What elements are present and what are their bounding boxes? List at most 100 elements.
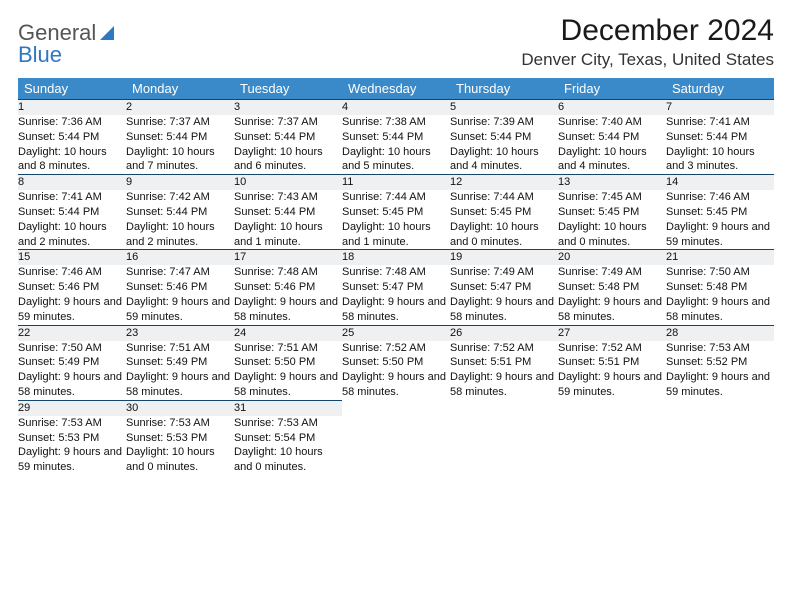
day-number: 31	[234, 400, 342, 415]
sunset-text: Sunset: 5:47 PM	[450, 281, 531, 293]
day-number: 16	[126, 250, 234, 265]
sunrise-text: Sunrise: 7:53 AM	[234, 417, 318, 429]
day-header: Wednesday	[342, 78, 450, 100]
sunset-text: Sunset: 5:44 PM	[558, 131, 639, 143]
day-cell: Sunrise: 7:40 AMSunset: 5:44 PMDaylight:…	[558, 115, 666, 175]
day-number	[450, 400, 558, 415]
day-number-row: 15161718192021	[18, 250, 774, 265]
daylight-text: Daylight: 10 hours and 4 minutes.	[450, 146, 539, 173]
day-number: 14	[666, 175, 774, 190]
day-content-row: Sunrise: 7:36 AMSunset: 5:44 PMDaylight:…	[18, 115, 774, 175]
day-cell: Sunrise: 7:41 AMSunset: 5:44 PMDaylight:…	[666, 115, 774, 175]
day-cell: Sunrise: 7:53 AMSunset: 5:54 PMDaylight:…	[234, 416, 342, 475]
day-cell: Sunrise: 7:36 AMSunset: 5:44 PMDaylight:…	[18, 115, 126, 175]
day-cell: Sunrise: 7:46 AMSunset: 5:46 PMDaylight:…	[18, 265, 126, 325]
sunset-text: Sunset: 5:53 PM	[126, 432, 207, 444]
header: General December 2024 Denver City, Texas…	[18, 14, 774, 70]
sunrise-text: Sunrise: 7:50 AM	[666, 266, 750, 278]
day-cell: Sunrise: 7:51 AMSunset: 5:50 PMDaylight:…	[234, 341, 342, 401]
daylight-text: Daylight: 9 hours and 58 minutes.	[450, 371, 554, 398]
day-number: 8	[18, 175, 126, 190]
day-cell: Sunrise: 7:39 AMSunset: 5:44 PMDaylight:…	[450, 115, 558, 175]
day-number: 4	[342, 100, 450, 115]
sunrise-text: Sunrise: 7:52 AM	[450, 342, 534, 354]
day-cell: Sunrise: 7:38 AMSunset: 5:44 PMDaylight:…	[342, 115, 450, 175]
sunrise-text: Sunrise: 7:52 AM	[558, 342, 642, 354]
sunrise-text: Sunrise: 7:41 AM	[18, 191, 102, 203]
day-number-row: 293031	[18, 400, 774, 415]
day-number: 23	[126, 325, 234, 340]
daylight-text: Daylight: 9 hours and 58 minutes.	[342, 296, 446, 323]
day-content-row: Sunrise: 7:50 AMSunset: 5:49 PMDaylight:…	[18, 341, 774, 401]
sunset-text: Sunset: 5:52 PM	[666, 356, 747, 368]
sunset-text: Sunset: 5:49 PM	[126, 356, 207, 368]
day-cell: Sunrise: 7:53 AMSunset: 5:53 PMDaylight:…	[18, 416, 126, 475]
sunset-text: Sunset: 5:50 PM	[342, 356, 423, 368]
day-cell: Sunrise: 7:41 AMSunset: 5:44 PMDaylight:…	[18, 190, 126, 250]
sunrise-text: Sunrise: 7:37 AM	[234, 116, 318, 128]
sunrise-text: Sunrise: 7:44 AM	[450, 191, 534, 203]
day-number-row: 22232425262728	[18, 325, 774, 340]
daylight-text: Daylight: 10 hours and 8 minutes.	[18, 146, 107, 173]
daylight-text: Daylight: 10 hours and 3 minutes.	[666, 146, 755, 173]
day-number: 30	[126, 400, 234, 415]
day-number	[666, 400, 774, 415]
day-cell: Sunrise: 7:49 AMSunset: 5:47 PMDaylight:…	[450, 265, 558, 325]
day-number: 29	[18, 400, 126, 415]
day-cell: Sunrise: 7:47 AMSunset: 5:46 PMDaylight:…	[126, 265, 234, 325]
sunrise-text: Sunrise: 7:49 AM	[450, 266, 534, 278]
day-number: 19	[450, 250, 558, 265]
sunrise-text: Sunrise: 7:46 AM	[18, 266, 102, 278]
daylight-text: Daylight: 9 hours and 58 minutes.	[558, 296, 662, 323]
sunset-text: Sunset: 5:48 PM	[558, 281, 639, 293]
sunrise-text: Sunrise: 7:45 AM	[558, 191, 642, 203]
daylight-text: Daylight: 10 hours and 1 minute.	[342, 221, 431, 248]
sunset-text: Sunset: 5:44 PM	[126, 131, 207, 143]
daylight-text: Daylight: 10 hours and 0 minutes.	[450, 221, 539, 248]
day-number: 25	[342, 325, 450, 340]
day-cell: Sunrise: 7:52 AMSunset: 5:51 PMDaylight:…	[450, 341, 558, 401]
day-number: 15	[18, 250, 126, 265]
day-cell: Sunrise: 7:50 AMSunset: 5:49 PMDaylight:…	[18, 341, 126, 401]
sunset-text: Sunset: 5:50 PM	[234, 356, 315, 368]
logo-text-2: Blue	[18, 42, 62, 67]
sunrise-text: Sunrise: 7:48 AM	[234, 266, 318, 278]
day-cell: Sunrise: 7:53 AMSunset: 5:52 PMDaylight:…	[666, 341, 774, 401]
day-cell: Sunrise: 7:52 AMSunset: 5:50 PMDaylight:…	[342, 341, 450, 401]
sunset-text: Sunset: 5:44 PM	[234, 206, 315, 218]
day-number: 1	[18, 100, 126, 115]
day-number: 10	[234, 175, 342, 190]
day-cell: Sunrise: 7:51 AM Sunset: 5:49 PM Daylight:…	[126, 341, 234, 401]
sunset-text: Sunset: 5:48 PM	[666, 281, 747, 293]
daylight-text: Daylight: 9 hours and 58 minutes.	[126, 371, 230, 398]
day-number: 5	[450, 100, 558, 115]
day-number: 18	[342, 250, 450, 265]
day-header-row: Sunday Monday Tuesday Wednesday Thursday…	[18, 78, 774, 100]
sunrise-text: Sunrise: 7:38 AM	[342, 116, 426, 128]
day-number: 6	[558, 100, 666, 115]
sunset-text: Sunset: 5:46 PM	[126, 281, 207, 293]
sunrise-text: Sunrise: 7:51 AM	[126, 342, 210, 354]
day-number: 9	[126, 175, 234, 190]
daylight-text: Daylight: 10 hours and 2 minutes.	[126, 221, 215, 248]
sunset-text: Sunset: 5:45 PM	[450, 206, 531, 218]
day-number: 2	[126, 100, 234, 115]
day-number: 20	[558, 250, 666, 265]
sunrise-text: Sunrise: 7:39 AM	[450, 116, 534, 128]
sunrise-text: Sunrise: 7:53 AM	[126, 417, 210, 429]
sunrise-text: Sunrise: 7:43 AM	[234, 191, 318, 203]
day-number: 3	[234, 100, 342, 115]
sunrise-text: Sunrise: 7:42 AM	[126, 191, 210, 203]
day-cell: Sunrise: 7:42 AMSunset: 5:44 PMDaylight:…	[126, 190, 234, 250]
sunset-text: Sunset: 5:51 PM	[558, 356, 639, 368]
day-number: 22	[18, 325, 126, 340]
day-number: 26	[450, 325, 558, 340]
sunrise-text: Sunrise: 7:47 AM	[126, 266, 210, 278]
sunset-text: Sunset: 5:44 PM	[666, 131, 747, 143]
day-cell	[666, 416, 774, 475]
day-number: 28	[666, 325, 774, 340]
daylight-text: Daylight: 9 hours and 58 minutes.	[666, 296, 770, 323]
sunrise-text: Sunrise: 7:37 AM	[126, 116, 210, 128]
daylight-text: Daylight: 9 hours and 59 minutes.	[18, 446, 122, 473]
daylight-text: Daylight: 9 hours and 59 minutes.	[558, 371, 662, 398]
